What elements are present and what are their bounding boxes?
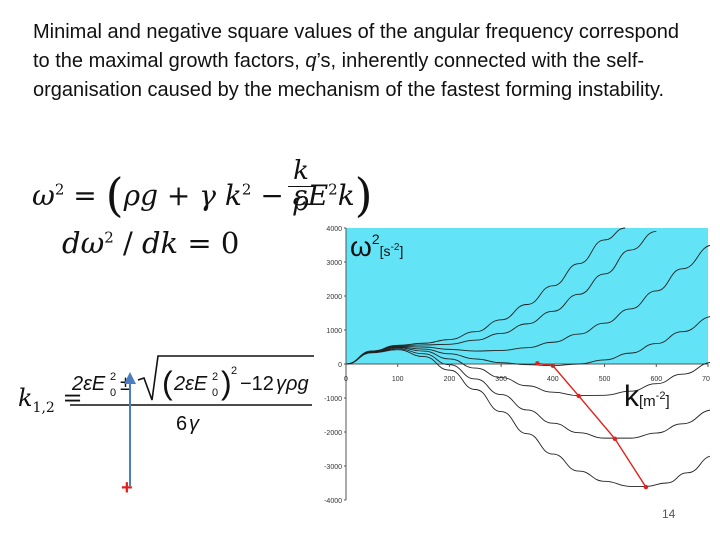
x-tick-label: 300 (495, 376, 507, 383)
x-tick-labels: 0 100 200 300 400 500 600 700 (344, 364, 710, 383)
y-tick-label: 4000 (326, 226, 342, 233)
svg-text:2: 2 (110, 371, 116, 383)
x-tick-label: 400 (547, 376, 559, 383)
positive-region (346, 228, 708, 364)
plus-marker: + (121, 477, 133, 499)
page-number: 14 (662, 507, 676, 521)
y-tick-label: -3000 (324, 464, 342, 471)
x-axis-label: k[m-2] (624, 380, 670, 413)
svg-text:2: 2 (231, 365, 237, 377)
paragraph-text-2: ’s, inherently connected with the self-o… (33, 50, 665, 101)
svg-text:γ: γ (189, 413, 200, 435)
minimum-point (643, 484, 649, 490)
y-tick-labels: 4000 3000 2000 1000 0 -1000 -2000 -3000 -4000 (324, 226, 346, 505)
y-tick-label: 0 (338, 362, 342, 369)
svg-text:6: 6 (176, 413, 187, 435)
dispersion-curve (345, 348, 710, 439)
minimum-point (612, 436, 618, 441)
svg-text:2εE: 2εE (71, 373, 106, 395)
x-tick-label: 0 (344, 376, 348, 383)
svg-text:−12: −12 (240, 373, 274, 395)
svg-text:0: 0 (212, 387, 218, 399)
svg-text:(: ( (162, 365, 173, 401)
y-tick-label: -4000 (324, 498, 342, 505)
chart-curves (345, 227, 710, 487)
dispersion-curve (345, 230, 657, 365)
dispersion-curve (345, 245, 710, 365)
pointer-arrow (124, 372, 136, 486)
y-tick-label: -2000 (324, 430, 342, 437)
svg-text:2εE: 2εE (173, 373, 208, 395)
minimum-point (535, 361, 540, 366)
equation-derivative: dω2 / dk = 0 (62, 226, 240, 260)
paragraph-text-1: Minimal and negative square values of th… (33, 21, 679, 72)
dispersion-chart: 4000 3000 2000 1000 0 -1000 -2000 -3000 -4000 0 1… (324, 226, 710, 505)
y-tick-label: 1000 (326, 328, 342, 335)
y-tick-label: 2000 (326, 294, 342, 301)
paragraph-q-symbol: q (305, 50, 317, 72)
x-tick-label: 500 (599, 376, 611, 383)
x-tick-label: 100 (392, 376, 404, 383)
x-tick-label: 700 (702, 376, 710, 383)
dispersion-curve (345, 316, 710, 367)
svg-text:0: 0 (110, 387, 116, 399)
slide-paragraph: Minimal and negative square values of th… (33, 18, 693, 105)
x-tick-label: 600 (650, 376, 662, 383)
svg-text:): ) (221, 365, 232, 401)
y-tick-label: 3000 (326, 260, 342, 267)
dispersion-curve (345, 347, 710, 397)
y-axis-label: ω2[s-2] (350, 231, 403, 262)
y-tick-label: -1000 (324, 396, 342, 403)
x-tick-label: 200 (444, 376, 456, 383)
dispersion-curve (345, 349, 710, 487)
svg-text:γρg: γρg (276, 373, 309, 395)
svg-text:2: 2 (212, 371, 218, 383)
minimum-point (576, 393, 581, 399)
